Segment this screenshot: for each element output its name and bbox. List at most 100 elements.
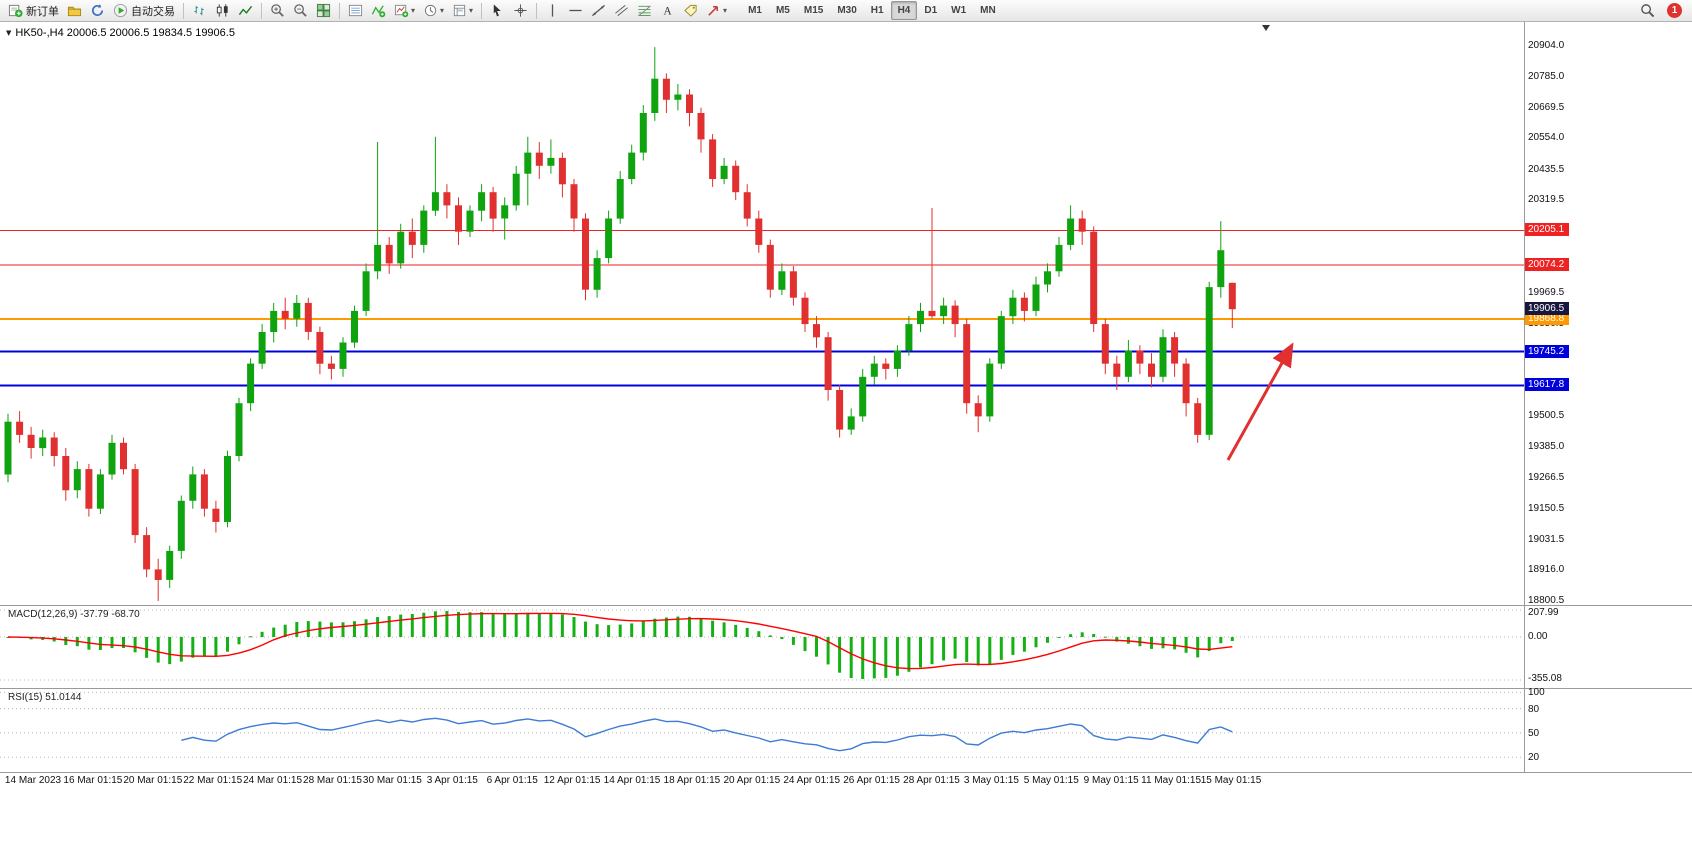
new-order-icon [8,3,23,18]
line-chart-icon [238,3,253,18]
timeframe-h4-button[interactable]: H4 [890,1,918,20]
panel-separator[interactable] [0,688,1692,689]
notification-badge[interactable]: 1 [1667,3,1682,18]
time-axis-label: 24 Mar 01:15 [243,775,303,786]
time-axis-label: 15 May 01:15 [1200,775,1262,786]
zoom-in-button[interactable] [266,1,289,21]
macd-panel[interactable] [0,606,1524,688]
rsi-label: RSI(15) 51.0144 [8,692,82,703]
time-axis-label: 3 May 01:15 [963,775,1019,786]
rsi-scale-label: 50 [1528,728,1540,739]
time-axis-label: 12 Apr 01:15 [543,775,601,786]
zoom-out-button[interactable] [289,1,312,21]
label-button[interactable] [679,1,702,21]
bar-chart-icon [192,3,207,18]
channel-button[interactable] [610,1,633,21]
new-order-button[interactable]: 新订单 [4,1,63,21]
crosshair-button[interactable] [509,1,532,21]
vline-icon [545,3,560,18]
timeframe-m30-button[interactable]: M30 [837,5,857,16]
candlestick-chart[interactable] [0,22,1692,605]
chart-title-text: HK50-,H4 20006.5 20006.5 19834.5 19906.5 [15,27,235,39]
timeframe-buttons: M1 M5 M15 M30 H1 H4 D1 W1 MN [741,1,1003,20]
time-axis-label: 18 Apr 01:15 [663,775,721,786]
text-button[interactable]: A [656,1,679,21]
toolbar-separator [481,2,483,19]
indicators-button[interactable] [367,1,390,21]
time-axis-label: 24 Apr 01:15 [783,775,841,786]
macd-scale-label: -355.08 [1528,673,1562,684]
time-axis-label: 9 May 01:15 [1083,775,1139,786]
hline-icon [568,3,583,18]
chevron-down-icon: ▾ [723,6,728,15]
timeframe-mn-button[interactable]: MN [980,5,996,16]
charts-list-button[interactable] [344,1,367,21]
time-axis-label: 11 May 01:15 [1141,775,1202,786]
candlestick-button[interactable] [211,1,234,21]
vertical-line-button[interactable] [541,1,564,21]
new-chart-button[interactable]: ▾ [390,1,419,21]
arrows-button[interactable]: ▾ [702,1,731,21]
chevron-down-icon: ▾ [469,6,474,15]
chart-title: ▼ HK50-,H4 20006.5 20006.5 19834.5 19906… [6,27,235,39]
toolbar-separator [536,2,538,19]
templates-button[interactable]: ▾ [448,1,477,21]
profiles-button[interactable] [63,1,86,21]
timeframe-m15-button[interactable]: M15 [803,5,824,16]
toolbar-separator [339,2,340,19]
time-axis-label: 14 Mar 2023 [4,775,62,786]
clock-icon [423,3,438,18]
tile-windows-button[interactable] [312,1,335,21]
label-icon [683,3,698,18]
time-axis-label: 26 Apr 01:15 [843,775,900,786]
time-axis-label: 16 Mar 01:15 [63,775,123,786]
time-axis-label: 20 Mar 01:15 [123,775,183,786]
text-icon: A [660,3,675,18]
time-axis-label: 6 Apr 01:15 [486,775,538,786]
price-axis-separator [1524,22,1525,772]
auto-trading-button-label: 自动交易 [131,5,175,18]
timeframe-h1-button[interactable]: H1 [870,5,884,16]
fibonacci-icon [637,3,652,18]
chart-window: ▼ HK50-,H4 20006.5 20006.5 19834.5 19906… [0,22,1692,856]
zoom-in-icon [270,3,285,18]
bar-chart-button[interactable] [188,1,211,21]
toolbar-separator [261,2,262,19]
cursor-button[interactable] [486,1,509,21]
panel-separator [0,772,1692,773]
profiles-icon [67,3,82,18]
search-button[interactable] [1636,1,1659,21]
timeframe-m5-button[interactable]: M5 [775,5,790,16]
timeframe-m1-button[interactable]: M1 [748,5,762,16]
horizontal-line-button[interactable] [564,1,587,21]
fibonacci-button[interactable] [633,1,656,21]
panel-separator[interactable] [0,605,1692,606]
time-axis-label: 5 May 01:15 [1023,775,1079,786]
search-icon [1640,3,1655,18]
svg-text:A: A [663,6,672,18]
chart-dropdown-icon[interactable]: ▼ [6,29,12,37]
crosshair-icon [513,3,528,18]
indicators-icon [371,3,386,18]
chevron-down-icon: ▾ [411,6,416,15]
periods-button[interactable]: ▾ [419,1,448,21]
macd-label: MACD(12,26,9) -37.79 -68.70 [8,609,140,620]
trendline-button[interactable] [587,1,610,21]
rsi-panel[interactable] [0,689,1524,772]
time-axis-label: 28 Mar 01:15 [303,775,362,786]
refresh-button[interactable] [86,1,109,21]
chevron-down-icon: ▾ [440,6,445,15]
channel-icon [614,3,629,18]
time-axis-label: 14 Apr 01:15 [603,775,661,786]
autotrade-icon [113,3,128,18]
time-axis-label: 28 Apr 01:15 [903,775,960,786]
time-axis-label: 3 Apr 01:15 [426,775,478,786]
arrows-icon [706,3,721,18]
timeframe-w1-button[interactable]: W1 [951,5,967,16]
candlestick-icon [215,3,230,18]
macd-scale-label: 207.99 [1528,607,1559,618]
line-chart-button[interactable] [234,1,257,21]
auto-trading-button[interactable]: 自动交易 [109,1,179,21]
toolbar-buttons: 新订单 自动交易 ▾ ▾ ▾ A ▾ [4,1,731,21]
timeframe-d1-button[interactable]: D1 [924,5,938,16]
